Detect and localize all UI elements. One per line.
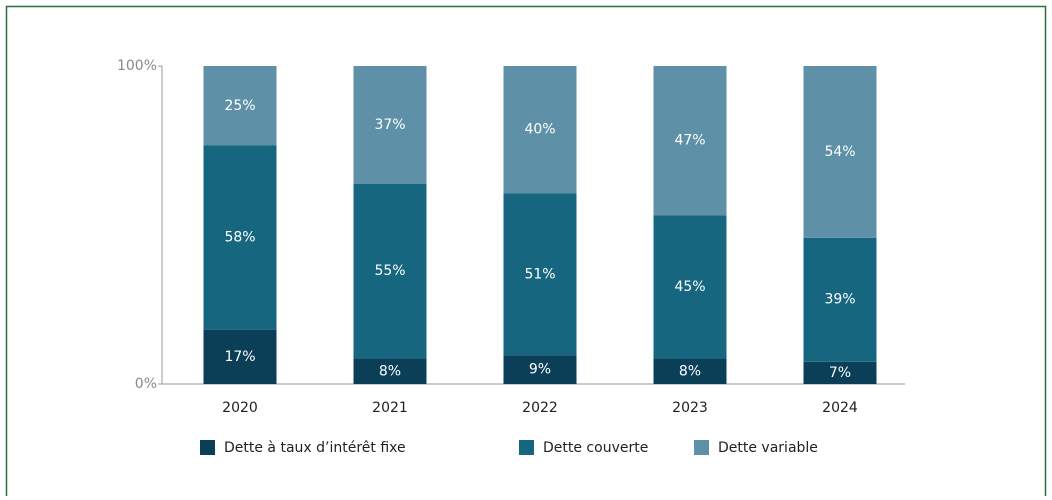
value-label: 17% (224, 349, 255, 365)
x-tick-label: 2023 (672, 400, 708, 416)
value-label: 8% (379, 363, 401, 379)
bar-segment (803, 237, 877, 362)
bar-segment (203, 145, 277, 330)
value-label: 25% (224, 98, 255, 114)
y-tick-label: 100% (117, 58, 157, 74)
value-label: 40% (524, 122, 555, 138)
value-label: 47% (674, 133, 705, 149)
x-tick-label: 2022 (522, 400, 558, 416)
y-tick-label: 0% (135, 376, 157, 392)
bar-segment (803, 66, 877, 238)
value-label: 51% (524, 266, 555, 282)
legend-label: Dette à taux d’intérêt fixe (224, 440, 406, 456)
value-label: 58% (224, 230, 255, 246)
bar-segment (653, 66, 727, 216)
bar-segment (803, 361, 877, 384)
bar-segment (203, 66, 277, 146)
legend-swatch (200, 440, 215, 455)
value-label: 9% (529, 362, 551, 378)
value-label: 8% (679, 363, 701, 379)
legend-label: Dette couverte (543, 440, 648, 456)
frame (5, 5, 1047, 500)
bar-segment (503, 355, 577, 384)
legend-swatch (519, 440, 534, 455)
bar-segment (353, 358, 427, 384)
x-tick-label: 2020 (222, 400, 258, 416)
bar-segment (203, 329, 277, 384)
legend-swatch (694, 440, 709, 455)
bar-segment (653, 358, 727, 384)
value-label: 37% (374, 117, 405, 133)
value-label: 54% (824, 144, 855, 160)
value-label: 7% (829, 365, 851, 381)
bar-segment (353, 66, 427, 184)
value-label: 39% (824, 292, 855, 308)
bar-segment (353, 183, 427, 359)
value-label: 55% (374, 263, 405, 279)
bar-segment (653, 215, 727, 359)
x-tick-label: 2021 (372, 400, 408, 416)
x-tick-label: 2024 (822, 400, 858, 416)
legend-label: Dette variable (718, 440, 818, 456)
value-label: 45% (674, 279, 705, 295)
bar-segment (503, 66, 577, 194)
bar-segment (503, 193, 577, 356)
